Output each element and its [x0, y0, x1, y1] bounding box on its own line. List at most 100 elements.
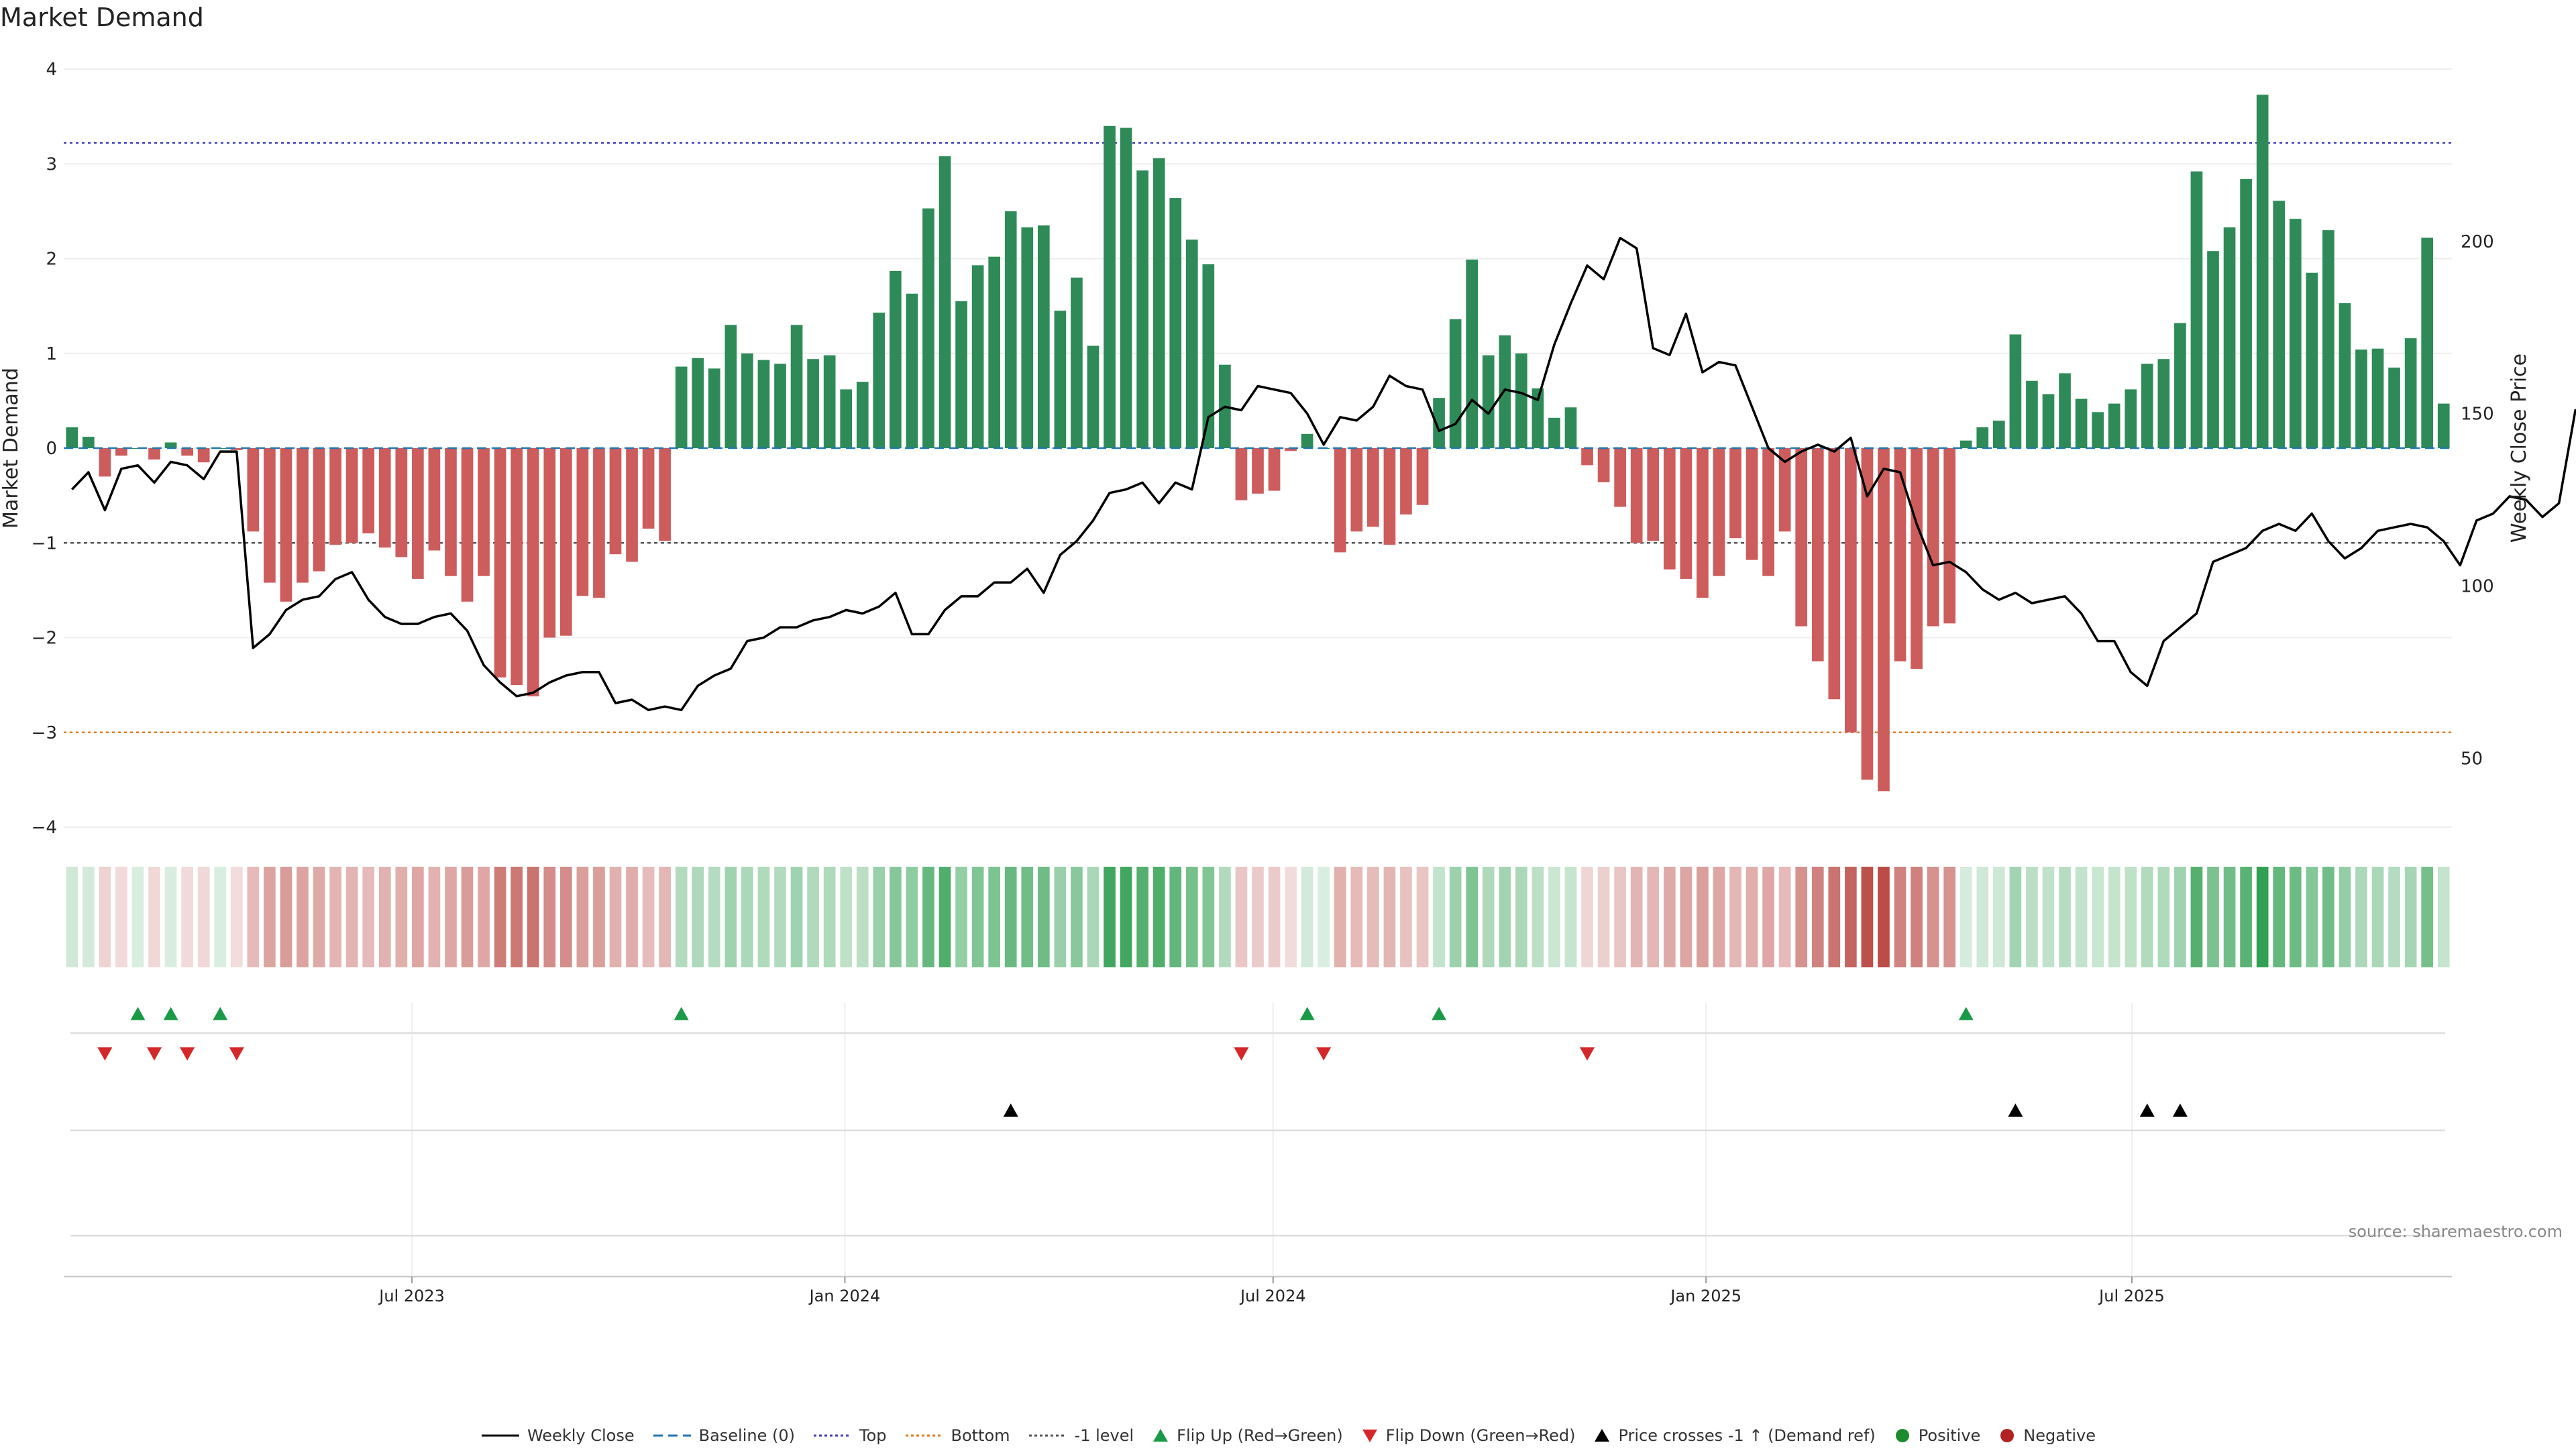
heat-cell	[856, 867, 869, 967]
flip-up-marker	[130, 1007, 146, 1020]
heat-cell	[559, 867, 572, 967]
heat-cell	[2289, 867, 2302, 967]
demand-bar	[2092, 412, 2104, 448]
chart-title: Market Demand	[0, 3, 204, 32]
demand-bar	[1037, 225, 1050, 448]
heat-cell	[345, 867, 358, 967]
heat-cell	[1663, 867, 1676, 967]
demand-bar	[2108, 403, 2121, 448]
heat-cell	[164, 867, 177, 967]
demand-bar	[2388, 367, 2400, 448]
demand-bar	[1152, 158, 1165, 448]
heat-cell	[2355, 867, 2367, 967]
demand-bar	[955, 301, 967, 448]
heat-cell	[1482, 867, 1495, 967]
flip-up-marker	[1299, 1007, 1315, 1020]
heat-cell	[1795, 867, 1808, 967]
demand-bar	[1927, 448, 1939, 627]
demand-bar	[66, 427, 78, 448]
heat-cell	[807, 867, 819, 967]
heat-cell	[2421, 867, 2434, 967]
demand-bar	[1169, 198, 1182, 448]
heat-cell	[1301, 867, 1313, 967]
demand-bar	[543, 448, 556, 638]
heat-cell	[197, 867, 210, 967]
legend-line-swatch	[814, 1434, 851, 1437]
demand-bar	[345, 448, 358, 543]
flip-up-marker	[213, 1007, 228, 1020]
heat-cell	[741, 867, 753, 967]
heat-cell	[576, 867, 589, 967]
legend-item: Flip Down (Green→Red)	[1360, 1426, 1575, 1445]
heat-cell	[2157, 867, 2170, 967]
demand-bar	[1433, 398, 1445, 448]
legend-label: Price crosses -1 ↑ (Demand ref)	[1618, 1426, 1876, 1445]
heat-cell	[247, 867, 260, 967]
heat-cell	[543, 867, 556, 967]
legend-symbol	[1362, 1430, 1377, 1442]
demand-bar	[428, 448, 441, 551]
demand-bar	[412, 448, 424, 579]
heat-cell	[724, 867, 737, 967]
demand-bar	[675, 366, 688, 448]
demand-bar	[297, 448, 309, 583]
heat-cell	[2026, 867, 2038, 967]
demand-bar	[790, 325, 803, 448]
flip-up-marker	[163, 1007, 178, 1020]
heat-cell	[1416, 867, 1429, 967]
demand-bar	[1367, 448, 1379, 527]
flip-down-marker	[1234, 1047, 1249, 1061]
y-tick-label: 3	[46, 154, 57, 174]
heat-cell	[1960, 867, 1972, 967]
demand-bar	[1185, 239, 1198, 448]
legend-marker-swatch	[1895, 1429, 1909, 1442]
legend-item: Negative	[1998, 1426, 2096, 1445]
heat-cell	[1367, 867, 1379, 967]
y-tick-label: 4	[46, 60, 57, 80]
heat-cell	[1532, 867, 1544, 967]
demand-bar	[1021, 227, 1034, 448]
heat-cell	[478, 867, 490, 967]
legend-label: Positive	[1918, 1426, 1981, 1445]
demand-bar	[2141, 364, 2153, 448]
demand-bar	[1499, 335, 1511, 448]
heat-cell	[362, 867, 375, 967]
demand-bar	[2339, 303, 2351, 448]
demand-bar	[1911, 448, 1923, 669]
demand-bar	[1202, 264, 1215, 448]
legend-item: Flip Up (Red→Green)	[1151, 1426, 1343, 1445]
heat-cell	[1581, 867, 1593, 967]
heat-cell	[626, 867, 638, 967]
heat-cell	[1680, 867, 1693, 967]
demand-bar	[2437, 403, 2450, 448]
demand-bar	[708, 368, 720, 448]
flip-down-marker	[147, 1047, 162, 1061]
y-tick-label: −3	[32, 723, 57, 743]
demand-bar	[115, 448, 127, 456]
heat-cell	[1762, 867, 1774, 967]
demand-bar	[659, 448, 671, 541]
demand-bar	[181, 448, 193, 456]
y-tick-label: 0	[46, 439, 57, 459]
legend-item: Price crosses -1 ↑ (Demand ref)	[1593, 1426, 1876, 1445]
heat-cell	[1778, 867, 1791, 967]
demand-bar	[1071, 277, 1083, 448]
demand-bar	[2026, 380, 2038, 448]
demand-bar	[2207, 251, 2219, 448]
heat-cell	[1564, 867, 1577, 967]
heat-cell	[971, 867, 984, 967]
demand-bar	[1943, 448, 1956, 624]
demand-bar	[609, 448, 622, 555]
price-cross-marker	[2172, 1104, 2188, 1117]
demand-bar	[2404, 338, 2417, 448]
x-tick-label: Jan 2025	[1669, 1287, 1741, 1305]
heat-cell	[1713, 867, 1725, 967]
heat-cell	[2256, 867, 2269, 967]
demand-bar	[1400, 448, 1412, 515]
heat-cell	[148, 867, 160, 967]
demand-bar	[313, 448, 325, 572]
demand-bar	[626, 448, 638, 562]
demand-bar	[1548, 417, 1560, 448]
heat-cell	[873, 867, 885, 967]
heat-cell	[1878, 867, 1890, 967]
